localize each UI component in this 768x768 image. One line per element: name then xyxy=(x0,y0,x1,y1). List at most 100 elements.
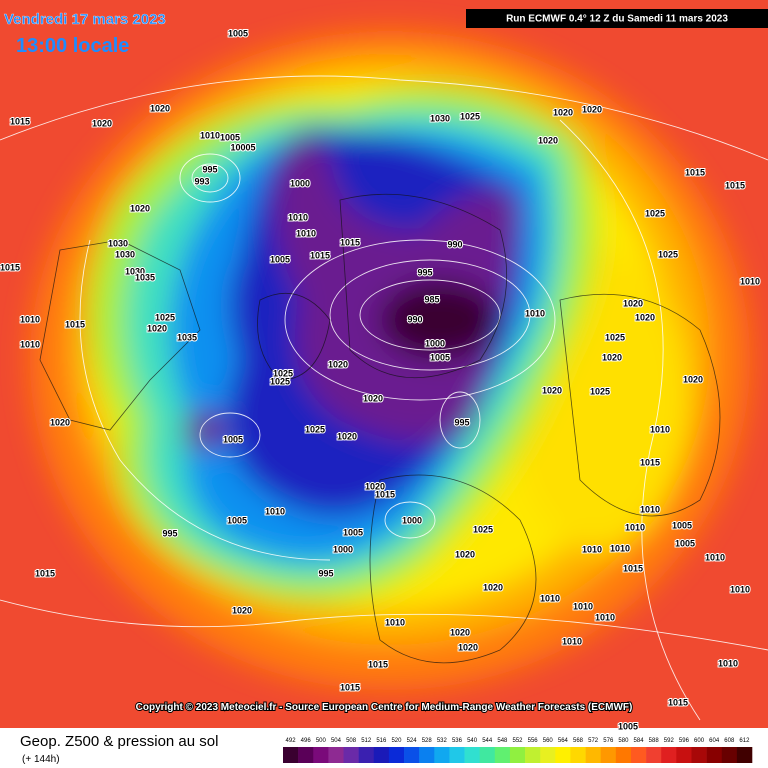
scale-swatch xyxy=(464,747,480,763)
pressure-label: 1005 xyxy=(672,520,692,530)
scale-swatch xyxy=(630,747,647,763)
scale-swatch xyxy=(373,747,390,763)
pressure-label: 1025 xyxy=(460,111,480,121)
forecast-lead: (+ 144h) xyxy=(22,754,60,765)
pressure-label: 1010 xyxy=(20,339,40,349)
pressure-label: 1015 xyxy=(340,237,360,247)
scale-swatch xyxy=(691,747,707,763)
run-info: Run ECMWF 0.4° 12 Z du Samedi 11 mars 20… xyxy=(506,14,728,25)
coastlines xyxy=(39,193,721,664)
pressure-label: 995 xyxy=(318,568,333,578)
pressure-label: 1020 xyxy=(232,605,252,615)
scale-label: 492 xyxy=(286,738,297,744)
scale-label: 524 xyxy=(407,738,418,744)
scale-swatch xyxy=(298,747,314,763)
scale-label: 568 xyxy=(573,738,584,744)
scale-swatch xyxy=(283,747,299,763)
scale-swatch xyxy=(328,747,344,763)
pressure-label: 1025 xyxy=(473,524,493,534)
pressure-label: 993 xyxy=(194,176,209,186)
pressure-label: 1010 xyxy=(296,228,316,238)
pressure-label: 1005 xyxy=(227,515,247,525)
pressure-label: 1005 xyxy=(223,434,243,444)
scale-swatch xyxy=(419,747,435,763)
pressure-label: 1015 xyxy=(375,489,395,499)
scale-swatch xyxy=(525,747,541,763)
copyright: Copyright © 2023 Meteociel.fr - Source E… xyxy=(136,702,633,713)
pressure-label: 1010 xyxy=(625,522,645,532)
scale-swatch xyxy=(494,747,511,763)
pressure-label: 985 xyxy=(424,294,439,304)
pressure-label: 1010 xyxy=(718,658,738,668)
scale-label: 608 xyxy=(724,738,735,744)
pressure-label: 1015 xyxy=(668,697,688,707)
pressure-label: 1000 xyxy=(425,338,445,348)
pressure-label: 1010 xyxy=(200,130,220,140)
pressure-label: 1025 xyxy=(605,332,625,342)
scale-swatch xyxy=(540,747,556,763)
scale-swatch xyxy=(434,747,450,763)
scale-swatch xyxy=(358,747,375,763)
scale-label: 592 xyxy=(664,738,675,744)
pressure-label: 1015 xyxy=(10,116,30,126)
scale-label: 536 xyxy=(452,738,463,744)
map-field xyxy=(0,0,768,728)
pressure-label: 1035 xyxy=(135,272,155,282)
pressure-label: 1020 xyxy=(363,393,383,403)
scale-label: 564 xyxy=(558,738,569,744)
pressure-label: 1005 xyxy=(343,527,363,537)
scale-label: 532 xyxy=(437,738,448,744)
pressure-label: 1000 xyxy=(333,544,353,554)
pressure-label: 1030 xyxy=(108,238,128,248)
pressure-label: 1015 xyxy=(725,180,745,190)
scale-swatch xyxy=(388,747,405,763)
pressure-label: 1010 xyxy=(705,552,725,562)
pressure-label: 990 xyxy=(407,314,422,324)
isobars xyxy=(0,75,768,721)
pressure-label: 1010 xyxy=(740,276,760,286)
scale-label: 544 xyxy=(482,738,493,744)
pressure-label: 1005 xyxy=(270,254,290,264)
pressure-label: 1030 xyxy=(430,113,450,123)
pressure-label: 1020 xyxy=(483,582,503,592)
pressure-label: 1010 xyxy=(610,543,630,553)
scale-label: 604 xyxy=(709,738,720,744)
scale-label: 516 xyxy=(376,738,387,744)
pressure-label: 1020 xyxy=(92,118,112,128)
pressure-label: 1010 xyxy=(540,593,560,603)
scale-swatch xyxy=(615,747,632,763)
pressure-label: 1025 xyxy=(273,368,293,378)
pressure-label: 1035 xyxy=(177,332,197,342)
pressure-label: 1020 xyxy=(538,135,558,145)
pressure-label: 1010 xyxy=(20,314,40,324)
scale-swatch xyxy=(661,747,677,763)
pressure-label: 1015 xyxy=(685,167,705,177)
scale-label: 548 xyxy=(497,738,508,744)
scale-label: 512 xyxy=(361,738,372,744)
pressure-label: 1020 xyxy=(602,352,622,362)
local-time: 13:00 locale xyxy=(16,35,129,57)
pressure-label: 1005 xyxy=(618,721,638,731)
scale-swatch xyxy=(721,747,738,763)
pressure-label: 995 xyxy=(162,528,177,538)
pressure-label: 1015 xyxy=(623,563,643,573)
pressure-label: 990 xyxy=(447,239,462,249)
pressure-label: 1000 xyxy=(290,178,310,188)
pressure-label: 1010 xyxy=(650,424,670,434)
pressure-label: 1015 xyxy=(310,250,330,260)
scale-label: 576 xyxy=(603,738,614,744)
scale-label: 500 xyxy=(316,738,327,744)
pressure-label: 1020 xyxy=(553,107,573,117)
pressure-label: 1020 xyxy=(147,323,167,333)
pressure-label: 1025 xyxy=(305,424,325,434)
scale-swatch xyxy=(585,747,602,763)
pressure-label: 1005 xyxy=(220,132,240,142)
scale-label: 600 xyxy=(694,738,705,744)
pressure-label: 1010 xyxy=(640,504,660,514)
pressure-label: 1020 xyxy=(130,203,150,213)
pressure-label: 995 xyxy=(417,267,432,277)
scale-swatch xyxy=(555,747,571,763)
pressure-label: 1010 xyxy=(582,544,602,554)
scale-label: 612 xyxy=(739,738,750,744)
